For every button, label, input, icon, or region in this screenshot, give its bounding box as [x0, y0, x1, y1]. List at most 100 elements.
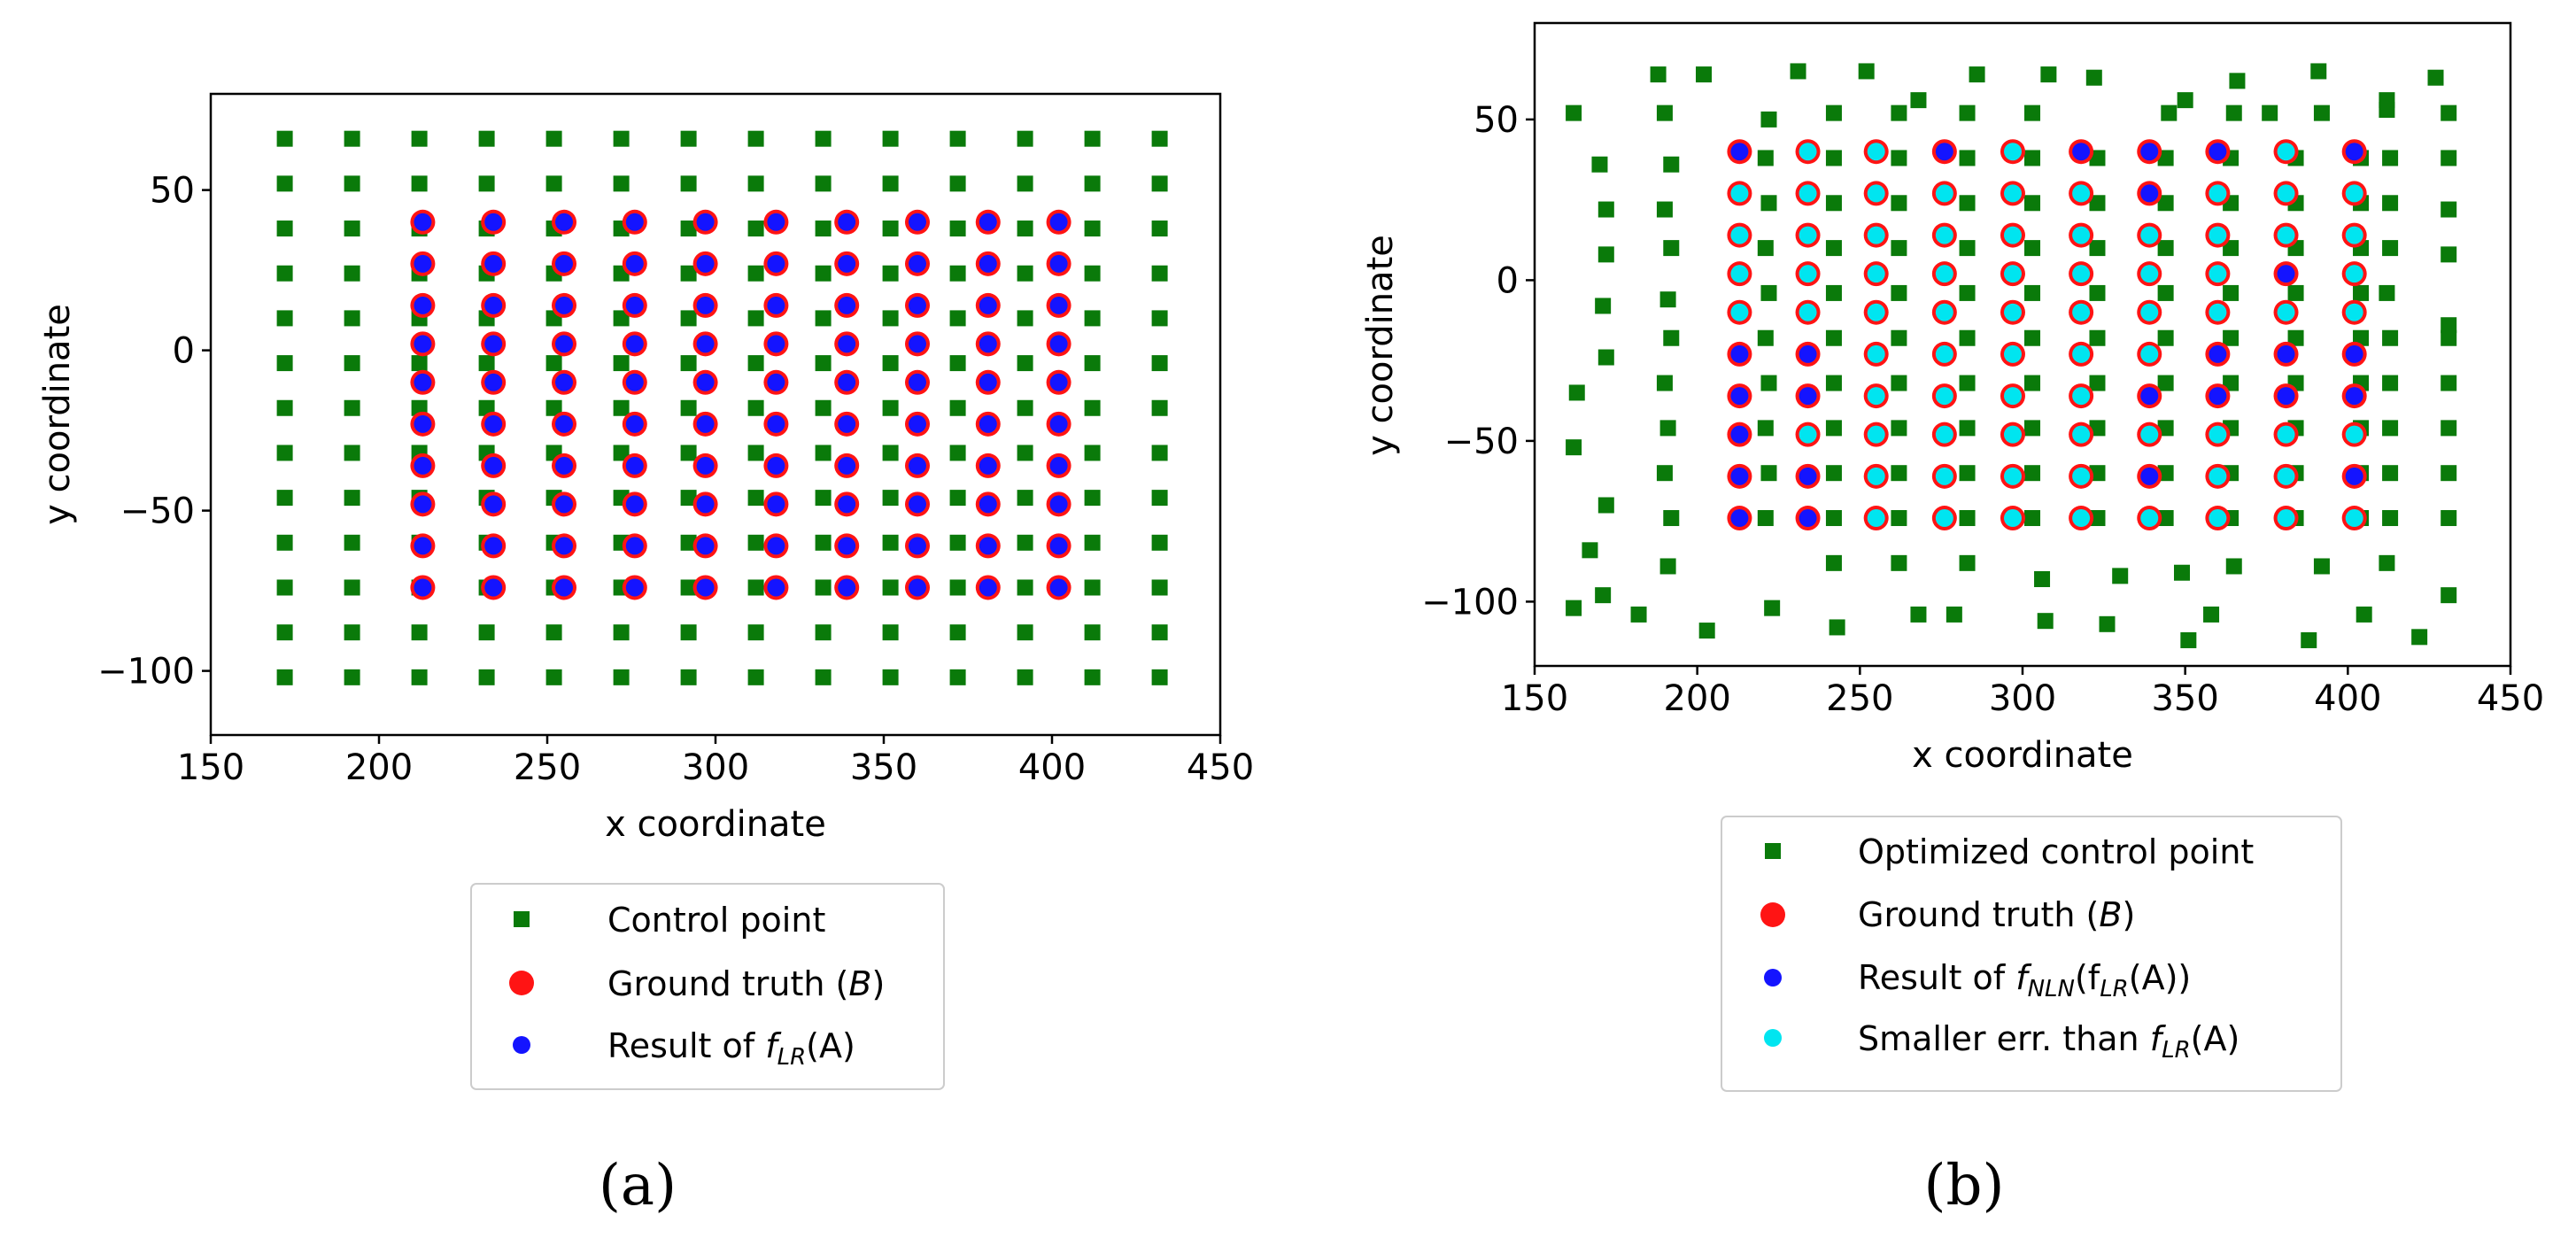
legend-box-a — [470, 883, 945, 1090]
y-tick-label-a: −50 — [120, 491, 195, 532]
x-tick-label-a: 450 — [1187, 747, 1254, 788]
optimized-control-point — [2441, 329, 2457, 346]
result-point — [414, 213, 432, 231]
control-point — [882, 579, 899, 596]
result-point — [2140, 387, 2159, 406]
optimized-control-point — [2379, 102, 2395, 119]
optimized-control-point — [2411, 629, 2428, 646]
control-point — [815, 445, 832, 461]
optimized-control-point — [1891, 150, 1907, 166]
optimized-control-point — [2441, 465, 2457, 482]
result-point — [767, 414, 785, 433]
control-point — [949, 130, 966, 147]
optimized-control-point — [1825, 195, 1842, 212]
optimized-control-point — [1698, 623, 1715, 639]
control-point — [1151, 534, 1168, 551]
result-point — [1730, 387, 1749, 406]
smaller-err-point — [2345, 303, 2363, 321]
optimized-control-point — [1825, 104, 1842, 121]
result-point — [767, 254, 785, 273]
result-point — [1799, 509, 1817, 528]
control-point — [276, 265, 293, 282]
optimized-control-point — [1757, 150, 1774, 166]
optimized-control-point — [2382, 420, 2399, 437]
optimized-control-point — [2225, 104, 2242, 121]
result-point — [909, 456, 926, 475]
control-point — [276, 445, 293, 461]
control-point — [747, 221, 764, 237]
control-point — [478, 624, 495, 641]
control-point — [276, 490, 293, 507]
optimized-control-point — [2382, 240, 2399, 257]
control-point — [1017, 175, 1033, 192]
legend-control-marker-b — [1765, 843, 1781, 859]
optimized-control-point — [1760, 284, 1777, 301]
optimized-control-point — [1597, 201, 1614, 218]
result-point — [767, 335, 785, 353]
optimized-control-point — [2157, 510, 2174, 527]
optimized-control-point — [1656, 465, 1673, 482]
smaller-err-point — [2072, 344, 2091, 363]
optimized-control-point — [1760, 465, 1777, 482]
smaller-err-point — [2003, 509, 2022, 528]
result-point — [838, 495, 856, 514]
result-point — [484, 495, 503, 514]
legend-ground-truth-label-b: Ground truth (B) — [1858, 895, 2135, 934]
control-point — [1151, 669, 1168, 685]
result-point — [979, 296, 997, 314]
control-point — [1017, 490, 1033, 507]
control-point — [1084, 579, 1101, 596]
optimized-control-point — [1891, 195, 1907, 212]
smaller-err-point — [1935, 303, 1953, 321]
optimized-control-point — [2157, 375, 2174, 391]
legend-box-b — [1721, 816, 2342, 1092]
x-tick-label-a: 300 — [682, 747, 749, 788]
result-point — [555, 373, 573, 391]
smaller-err-point — [2345, 226, 2363, 244]
control-point — [1151, 130, 1168, 147]
optimized-control-point — [2441, 104, 2457, 121]
result-point — [1049, 213, 1068, 231]
smaller-err-point — [1730, 184, 1749, 203]
result-point — [767, 537, 785, 555]
optimized-control-point — [2099, 615, 2116, 632]
control-point — [411, 669, 428, 685]
smaller-err-point — [1730, 265, 1749, 283]
control-point — [276, 355, 293, 372]
control-point — [1151, 445, 1168, 461]
smaller-err-point — [2140, 303, 2159, 321]
result-point — [909, 578, 926, 597]
optimized-control-point — [2089, 150, 2106, 166]
control-point — [411, 175, 428, 192]
optimized-control-point — [2089, 284, 2106, 301]
result-point — [625, 296, 644, 314]
optimized-control-point — [2353, 284, 2370, 301]
result-point — [1049, 254, 1068, 273]
result-point — [696, 373, 715, 391]
plot-frame-a — [209, 92, 1222, 737]
optimized-control-point — [1650, 66, 1667, 83]
smaller-err-point — [2345, 425, 2363, 444]
control-point — [1151, 175, 1168, 192]
smaller-err-point — [2209, 184, 2227, 203]
control-point — [680, 624, 697, 641]
result-point — [979, 578, 997, 597]
optimized-control-point — [1946, 606, 1962, 623]
smaller-err-point — [2072, 467, 2091, 485]
control-point — [1017, 130, 1033, 147]
optimized-control-point — [1825, 420, 1842, 437]
y-axis-label-b: y coordinate — [1360, 235, 1401, 456]
result-point — [1730, 344, 1749, 363]
result-point — [625, 373, 644, 391]
control-point — [344, 265, 360, 282]
result-point — [909, 296, 926, 314]
result-point — [2277, 265, 2295, 283]
optimized-control-point — [2157, 150, 2174, 166]
result-point — [696, 296, 715, 314]
control-point — [680, 445, 697, 461]
control-point — [815, 669, 832, 685]
control-point — [747, 490, 764, 507]
y-tick-label-a: −100 — [97, 652, 195, 693]
control-point — [613, 355, 630, 372]
